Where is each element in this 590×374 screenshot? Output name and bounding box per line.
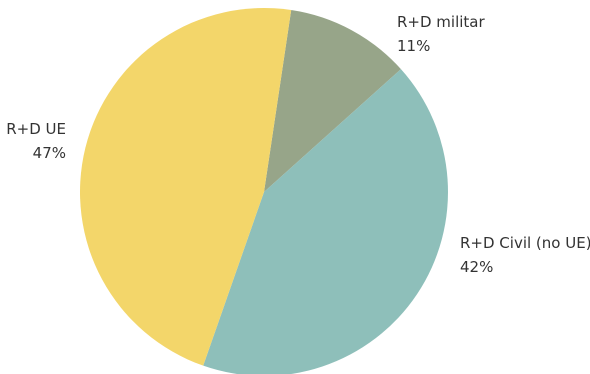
slice-label-value-militar: 11% [397,37,430,55]
pie-labels: R+D militar 11% R+D Civil (no UE) 42% R+… [6,13,590,276]
slice-label-name-civil: R+D Civil (no UE) [460,234,590,252]
slice-label-value-civil: 42% [460,258,493,276]
slice-label-name-militar: R+D militar [397,13,485,31]
pie-slices [79,7,448,374]
slice-label-name-ue: R+D UE [6,120,66,138]
pie-slice-r-d-ue [79,7,292,366]
pie-slice-r-d-civil-no-ue [203,69,448,374]
pie-slice-r-d-militar [264,10,401,192]
slice-label-value-ue: 47% [33,144,66,162]
